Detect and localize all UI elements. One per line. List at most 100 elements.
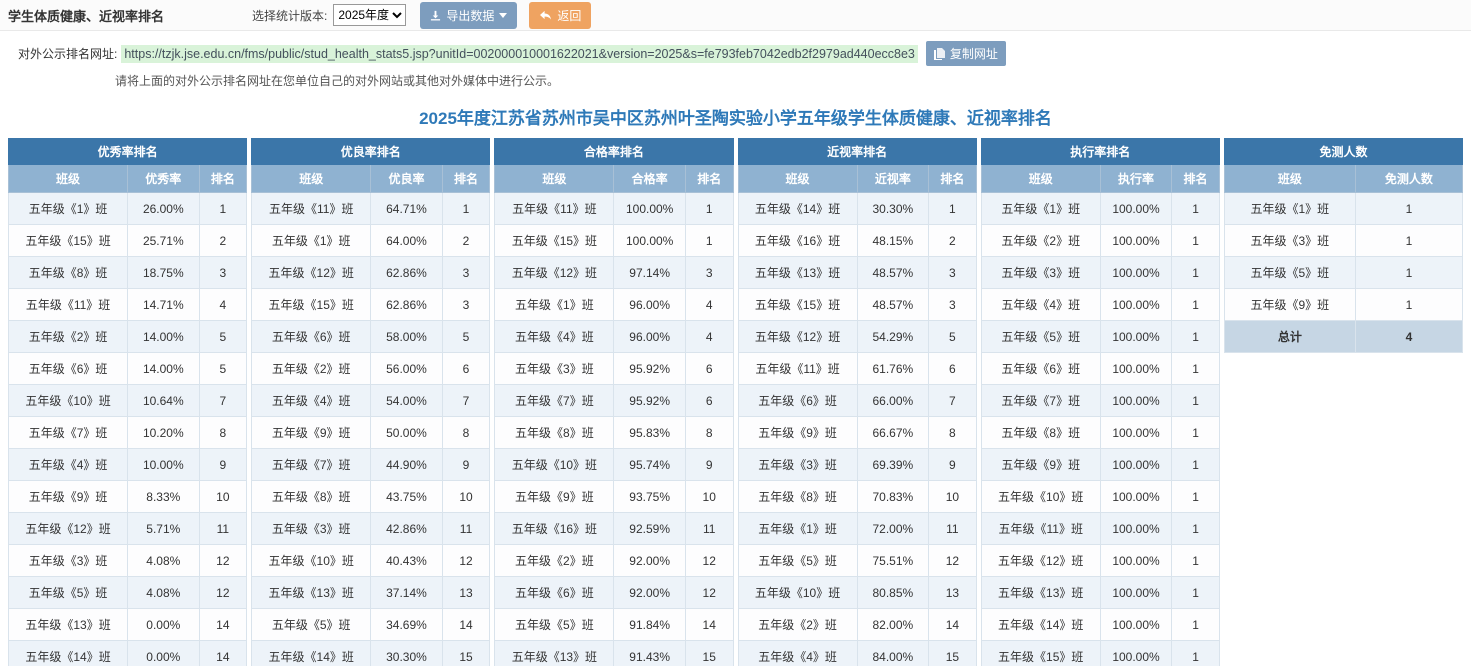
table-cell: 50.00% xyxy=(370,416,443,449)
table-cell: 五年级《9》班 xyxy=(7,480,129,513)
table-cell: 五年级《3》班 xyxy=(1223,224,1356,257)
table-cell: 五年级《8》班 xyxy=(980,416,1101,449)
table-cell: 五年级《1》班 xyxy=(251,224,372,257)
table-row: 五年级《5》班 75.51% 12 xyxy=(737,544,977,577)
table-cell: 五年级《1》班 xyxy=(737,512,858,545)
table-cell: 五年级《13》班 xyxy=(251,576,372,609)
table-cell: 10 xyxy=(928,480,977,513)
table-cell: 48.57% xyxy=(856,256,930,289)
table-cell: 96.00% xyxy=(613,320,686,353)
table-cell: 五年级《3》班 xyxy=(737,448,858,481)
table-cell: 12 xyxy=(928,544,977,577)
table-row: 五年级《16》班 48.15% 2 xyxy=(737,224,977,257)
table-cell: 92.00% xyxy=(613,576,686,609)
table-row: 五年级《9》班 66.67% 8 xyxy=(737,416,977,449)
table-cell: 15 xyxy=(441,640,491,666)
table-cell: 14 xyxy=(928,608,977,641)
table-row: 五年级《14》班 30.30% 1 xyxy=(737,192,977,225)
table-row: 五年级《6》班 66.00% 7 xyxy=(737,384,977,417)
table-cell: 7 xyxy=(198,384,248,417)
table-cell: 4 xyxy=(684,288,734,321)
table-cell: 66.67% xyxy=(856,416,930,449)
table-cell: 14.71% xyxy=(127,288,200,321)
table-cell: 3 xyxy=(441,288,491,321)
table-cell: 14 xyxy=(198,640,248,666)
back-button[interactable]: 返回 xyxy=(529,1,592,29)
table-cell: 2 xyxy=(928,224,977,257)
version-select[interactable]: 2025年度 xyxy=(333,4,407,26)
table-row: 五年级《2》班 14.00% 5 xyxy=(7,320,248,353)
table-row: 五年级《10》班 80.85% 13 xyxy=(737,576,977,609)
table-cell: 11 xyxy=(198,512,248,545)
table-cell: 100.00% xyxy=(1099,448,1173,481)
excellent-rate-ranking: 优秀率排名 班级 优秀率 排名 五年级《1》班 26.00% 1 五年级《15》班 25.71%… xyxy=(7,138,248,666)
table-cell: 14.00% xyxy=(127,320,200,353)
table-cell: 五年级《6》班 xyxy=(251,320,372,353)
table-execution-rate-ranking: 执行率排名 班级 执行率 排名 五年级《1》班 100.00% 1 五年级《2》班 100.00… xyxy=(980,138,1220,666)
table-cell: 100.00% xyxy=(1099,288,1173,321)
table-row: 五年级《9》班 50.00% 8 xyxy=(251,416,491,449)
table-row: 五年级《12》班 62.86% 3 xyxy=(251,256,491,289)
table-cell: 100.00% xyxy=(613,192,686,225)
column-header: 排名 xyxy=(441,164,491,193)
table-cell: 1 xyxy=(1171,640,1220,666)
column-header: 合格率 xyxy=(613,164,686,193)
table-row: 五年级《7》班 95.92% 6 xyxy=(494,384,734,417)
table-cell: 11 xyxy=(441,512,491,545)
table-row: 五年级《5》班 91.84% 14 xyxy=(494,608,734,641)
table-row: 五年级《8》班 95.83% 8 xyxy=(494,416,734,449)
table-row: 五年级《9》班 1 xyxy=(1223,288,1464,321)
table-cell: 5.71% xyxy=(127,512,200,545)
table-row: 五年级《4》班 96.00% 4 xyxy=(494,320,734,353)
table-row: 五年级《15》班 100.00% 1 xyxy=(494,224,734,257)
table-cell: 五年级《1》班 xyxy=(7,192,129,225)
table-title: 免测人数 xyxy=(1223,138,1464,165)
table-title: 优秀率排名 xyxy=(7,138,248,165)
table-exempt-count: 免测人数 班级 免测人数 五年级《1》班 1 五年级《3》班 1 五年级《5》班 1 五年级《9》… xyxy=(1223,138,1464,353)
table-cell: 1 xyxy=(1171,512,1220,545)
column-header: 班级 xyxy=(494,164,615,193)
table-cell: 五年级《13》班 xyxy=(494,640,615,666)
table-cell: 44.90% xyxy=(370,448,443,481)
tables-row: 优秀率排名 班级 优秀率 排名 五年级《1》班 26.00% 1 五年级《15》班 25.71%… xyxy=(0,138,1471,666)
table-cell: 五年级《8》班 xyxy=(7,256,129,289)
table-cell: 五年级《3》班 xyxy=(7,544,129,577)
table-cell: 9 xyxy=(441,448,491,481)
table-row: 五年级《9》班 8.33% 10 xyxy=(7,480,248,513)
table-cell: 70.83% xyxy=(856,480,930,513)
table-row: 五年级《3》班 69.39% 9 xyxy=(737,448,977,481)
table-title: 执行率排名 xyxy=(980,138,1220,165)
table-cell: 五年级《13》班 xyxy=(980,576,1101,609)
table-cell: 0.00% xyxy=(127,640,200,666)
table-cell: 4 xyxy=(684,320,734,353)
public-url-label: 对外公示排名网址: xyxy=(18,47,118,61)
table-row: 五年级《4》班 84.00% 15 xyxy=(737,640,977,666)
table-cell: 五年级《11》班 xyxy=(737,352,858,385)
table-cell: 11 xyxy=(684,512,734,545)
table-cell: 100.00% xyxy=(1099,416,1173,449)
table-row: 五年级《1》班 72.00% 11 xyxy=(737,512,977,545)
table-cell: 56.00% xyxy=(370,352,443,385)
column-header: 班级 xyxy=(251,164,372,193)
back-arrow-icon xyxy=(539,10,552,21)
table-cell: 64.00% xyxy=(370,224,443,257)
table-row: 五年级《12》班 5.71% 11 xyxy=(7,512,248,545)
table-cell: 96.00% xyxy=(613,288,686,321)
table-cell: 五年级《4》班 xyxy=(980,288,1101,321)
table-cell: 五年级《14》班 xyxy=(7,640,129,666)
table-cell: 13 xyxy=(928,576,977,609)
table-cell: 五年级《7》班 xyxy=(494,384,615,417)
table-cell: 1 xyxy=(1171,448,1220,481)
copy-url-button[interactable]: 复制网址 xyxy=(925,41,1006,66)
table-cell: 五年级《8》班 xyxy=(737,480,858,513)
table-cell: 五年级《3》班 xyxy=(494,352,615,385)
table-good-rate-ranking: 优良率排名 班级 优良率 排名 五年级《11》班 64.71% 1 五年级《1》班 64.00%… xyxy=(251,138,491,666)
table-row: 五年级《11》班 100.00% 1 xyxy=(980,512,1220,545)
table-cell: 100.00% xyxy=(1099,224,1173,257)
copy-icon xyxy=(933,47,945,60)
table-cell: 95.74% xyxy=(613,448,686,481)
table-cell: 五年级《2》班 xyxy=(251,352,372,385)
table-cell: 6 xyxy=(684,384,734,417)
table-row: 五年级《13》班 91.43% 15 xyxy=(494,640,734,666)
export-data-button[interactable]: 导出数据 xyxy=(420,1,518,29)
